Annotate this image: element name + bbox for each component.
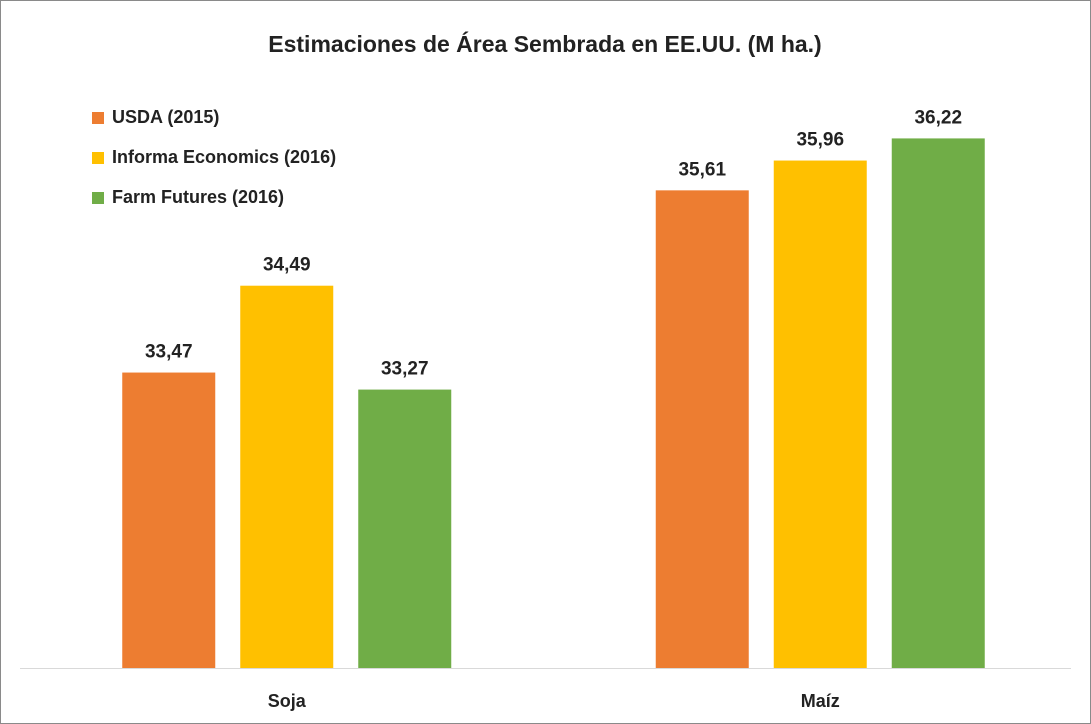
x-tick-label: Maíz (801, 691, 840, 711)
legend-swatch (92, 152, 104, 164)
legend-label: USDA (2015) (112, 107, 219, 127)
bar (655, 190, 749, 668)
legend-swatch (92, 112, 104, 124)
bar (240, 285, 334, 668)
value-label: 33,47 (145, 342, 193, 363)
x-tick-label: Soja (268, 691, 307, 711)
legend-label: Farm Futures (2016) (112, 187, 284, 207)
bar (773, 160, 867, 668)
value-label: 36,22 (914, 107, 962, 128)
legend-swatch (92, 192, 104, 204)
value-label: 34,49 (263, 255, 311, 276)
value-label: 35,96 (796, 130, 844, 151)
chart-title: Estimaciones de Área Sembrada en EE.UU. … (268, 30, 821, 57)
bar (891, 138, 985, 668)
legend-label: Informa Economics (2016) (112, 147, 336, 167)
bar (122, 372, 216, 668)
value-label: 35,61 (678, 159, 726, 180)
bar (358, 389, 452, 668)
value-label: 33,27 (381, 359, 429, 380)
